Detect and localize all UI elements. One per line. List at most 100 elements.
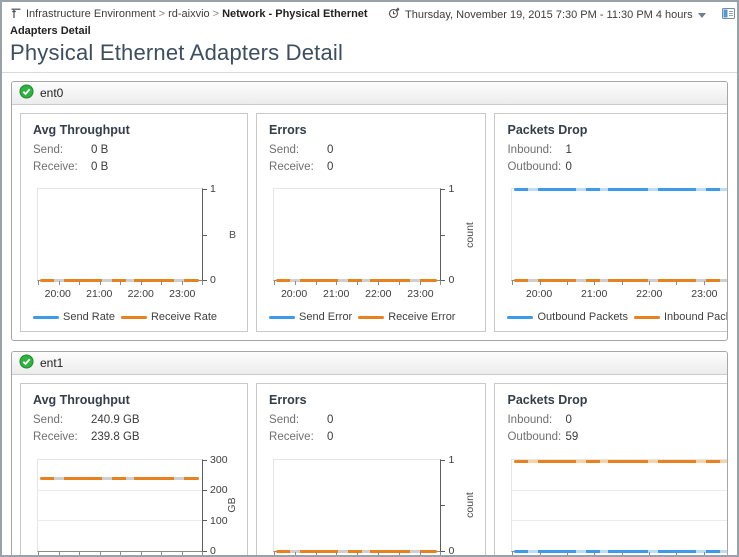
section-ent0: ent0 Avg Throughput Send: 0 B Receive: 0 B: [11, 80, 728, 342]
x-axis-tick: [294, 551, 296, 555]
x-axis-tick: [357, 281, 359, 286]
y-axis-tick: [441, 234, 446, 236]
y-axis-unit: GB: [226, 497, 239, 513]
reports-icon: [721, 7, 735, 23]
page-title: Physical Ethernet Adapters Detail: [10, 39, 344, 65]
x-axis-tick: [99, 551, 101, 555]
stat-row: Inbound: 0: [507, 412, 727, 429]
x-axis-tick: [120, 281, 122, 286]
x-axis-tick: [676, 281, 678, 286]
y-axis: 300 200 100 0 GB: [203, 454, 239, 555]
stat-value: 0: [327, 414, 334, 427]
x-axis-tick: [398, 281, 400, 286]
stat-row: Receive: 0: [269, 429, 475, 446]
title-row: Physical Ethernet Adapters Detail: [2, 39, 737, 72]
panel-ent0-packets-drop: Packets Drop Inbound: 1 Outbound:0 1 0: [494, 112, 727, 333]
y-tick-label: 0: [210, 274, 216, 287]
x-tick-label: 23:00: [407, 288, 434, 301]
breadcrumb: Infrastructure Environment > rd-aixvio > Net…: [10, 7, 388, 39]
stat-label: Receive:: [269, 431, 314, 444]
legend-item: Send Error: [269, 311, 352, 323]
y-tick-label: 0: [448, 544, 455, 557]
x-axis-tick: [315, 281, 317, 286]
timerange-icon: [388, 7, 400, 22]
series-line-receive-rate: [40, 279, 200, 283]
stat-row: Send: 0: [269, 412, 475, 429]
stat-row: Outbound: 59: [507, 429, 727, 446]
stat-label: Send:: [33, 414, 64, 427]
section-ent1: ent1 Avg Throughput Send: 240.9 GB Receiv…: [11, 351, 728, 555]
legend-item: Outbound Packets: [507, 311, 628, 323]
x-axis-labels: 20:00 21:00 22:00 23:00: [37, 288, 203, 301]
plot: [37, 458, 208, 555]
x-tick-label: 23:00: [169, 288, 196, 301]
x-axis-tick: [58, 281, 60, 286]
section-header-ent1[interactable]: ent1: [12, 352, 727, 376]
breadcrumb-current: Network - Physical Ethernet Adapters Det…: [10, 8, 368, 37]
gridline: [38, 490, 203, 492]
plot: [37, 188, 208, 286]
errors-chart: 1 0 count 20:00 21:00 22:00 23:00: [269, 454, 477, 555]
stat-label: Receive:: [269, 160, 314, 173]
panel-title: Errors: [269, 393, 307, 408]
x-axis-tick: [336, 281, 338, 286]
y-axis-tick: [441, 505, 446, 507]
legend-label: Outbound Packets: [537, 311, 628, 324]
throughput-chart: 300 200 100 0 GB 20:00 21:00 22:00 23:0: [33, 454, 239, 555]
legend-label: Receive Error: [388, 311, 456, 324]
chart-plot-area: 1 0 count: [507, 188, 727, 286]
section-header-ent0[interactable]: ent0: [12, 81, 727, 105]
stat-value: 0: [565, 414, 572, 427]
x-axis-tick: [621, 551, 623, 555]
adapter-name: ent1: [40, 356, 64, 371]
x-tick-label: 20:00: [44, 288, 71, 301]
breadcrumb-link-host[interactable]: rd-aixvio: [168, 8, 210, 20]
stat-row: Inbound: 1: [507, 142, 727, 159]
chart-legend: Send Error Receive Error: [269, 311, 455, 323]
x-axis-tick: [202, 281, 204, 286]
y-tick-label: 100: [210, 514, 228, 527]
adapter-name: ent0: [40, 85, 64, 100]
x-axis-tick: [512, 281, 514, 286]
x-axis-tick: [357, 551, 359, 555]
section-body-ent1: Avg Throughput Send: 240.9 GB Receive: 239…: [12, 375, 727, 555]
stat-value: 0: [327, 431, 334, 444]
y-axis-unit: count: [464, 492, 477, 519]
x-tick-label: 21:00: [86, 288, 113, 301]
x-axis-tick: [419, 551, 421, 555]
stat-row: Send: 0 B: [33, 142, 237, 159]
legend-label: Inbound Packets: [664, 311, 727, 324]
x-axis-tick: [649, 551, 651, 555]
stat-label: Send:: [269, 414, 300, 427]
panel-title: Avg Throughput: [33, 393, 130, 408]
chart-plot-area: 1 0 count: [269, 183, 476, 286]
x-axis-tick: [274, 281, 276, 286]
stat-label: Outbound:: [507, 431, 562, 444]
x-axis-tick: [378, 551, 380, 555]
y-tick-label: 300: [210, 453, 228, 466]
topology-up-icon[interactable]: [10, 7, 22, 24]
y-tick-label: 0: [448, 274, 455, 287]
y-axis-tick: [203, 520, 208, 522]
y-tick-label: 1: [448, 183, 455, 196]
series-line-outbound-packets: [514, 549, 727, 553]
x-axis-tick: [294, 281, 296, 286]
x-axis-tick: [161, 551, 163, 555]
timerange-selector[interactable]: Thursday, November 19, 2015 7:30 PM - 11…: [388, 7, 706, 22]
breadcrumb-link-infrastructure[interactable]: Infrastructure Environment: [26, 8, 156, 20]
stat-value: 240.9 GB: [91, 414, 140, 427]
y-axis: 1 0 count: [441, 454, 477, 555]
x-axis-tick: [676, 551, 678, 555]
x-axis-tick: [703, 551, 705, 555]
stat-row: Outbound: 0: [507, 159, 727, 176]
plot: [511, 458, 727, 555]
panel-title: Packets Drop: [507, 393, 588, 408]
stat-value: 1: [565, 143, 572, 156]
reports-menu[interactable]: Reports: [721, 7, 737, 23]
x-axis-tick: [181, 551, 183, 555]
series-line-inbound-packets: [514, 459, 727, 463]
x-axis-tick: [58, 551, 60, 555]
plot: [273, 458, 446, 555]
legend-swatch-orange: [120, 315, 147, 319]
